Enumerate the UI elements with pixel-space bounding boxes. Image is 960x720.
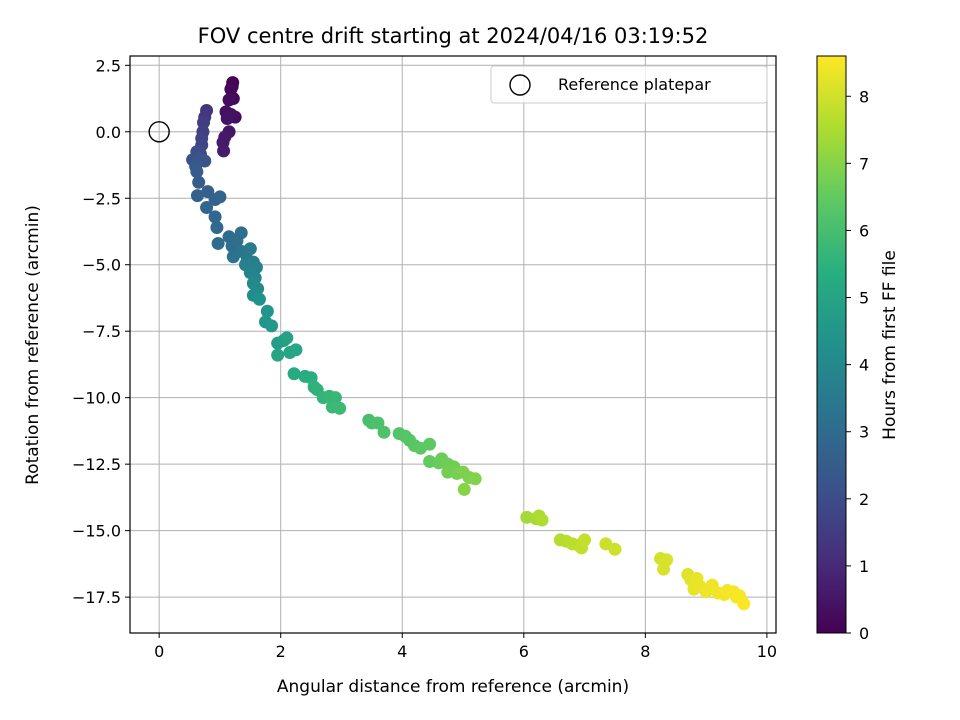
legend: Reference platepar [490, 65, 768, 104]
x-axis-label: Angular distance from reference (arcmin) [277, 677, 629, 697]
data-point [234, 226, 248, 240]
x-tick-label: 0 [154, 642, 164, 661]
x-tick-label: 6 [519, 642, 529, 661]
data-point [192, 175, 206, 189]
colorbar-tick-label: 3 [859, 423, 869, 442]
data-point [265, 319, 279, 333]
data-point [222, 93, 236, 107]
data-point [197, 115, 211, 129]
data-point [289, 343, 303, 357]
data-point [333, 401, 347, 415]
colorbar-ticks: 0 1 2 3 4 5 6 7 8 [846, 87, 869, 643]
colorbar-gradient [816, 55, 847, 634]
data-point [220, 111, 234, 125]
y-tick-label: 0.0 [96, 123, 121, 142]
data-point [457, 482, 471, 496]
legend-entry-reference-platepar: Reference platepar [558, 75, 711, 94]
data-point [208, 210, 222, 224]
data-point [217, 144, 231, 158]
x-tick-label: 8 [640, 642, 650, 661]
data-point [468, 472, 482, 486]
data-point [660, 553, 674, 567]
data-point [423, 437, 437, 451]
data-point [371, 416, 385, 430]
x-tick-label: 10 [757, 642, 777, 661]
data-point [211, 236, 225, 250]
colorbar-tick-label: 1 [859, 557, 869, 576]
colorbar-tick-label: 5 [859, 289, 869, 308]
data-point [252, 292, 266, 306]
x-tick-label: 4 [397, 642, 407, 661]
colorbar-tick-label: 8 [859, 87, 869, 106]
data-point [377, 425, 391, 439]
colorbar-tick-label: 6 [859, 221, 869, 240]
data-point [737, 597, 751, 611]
y-tick-label: −15.0 [72, 522, 121, 541]
y-tick-label: −10.0 [72, 389, 121, 408]
data-point [210, 221, 224, 235]
y-tick-label: −5.0 [82, 256, 121, 275]
data-point [608, 542, 622, 556]
colorbar: 0 1 2 3 4 5 6 7 8 Hours from first FF file [816, 55, 900, 643]
y-axis-ticks: 2.5 0.0 −2.5 −5.0 −7.5 −10.0 −12.5 −15.0 −17.5 [72, 56, 130, 607]
y-tick-label: −17.5 [72, 588, 121, 607]
y-tick-label: −2.5 [82, 189, 121, 208]
data-point [271, 348, 285, 362]
colorbar-tick-label: 0 [859, 624, 869, 643]
y-tick-label: 2.5 [96, 56, 121, 75]
data-point [243, 242, 257, 256]
data-point [260, 304, 274, 318]
data-points [186, 76, 751, 611]
y-tick-label: −12.5 [72, 455, 121, 474]
y-axis-label: Rotation from reference (arcmin) [23, 205, 43, 485]
data-point [200, 201, 214, 215]
x-axis-ticks: 0 2 4 6 8 10 [154, 633, 777, 661]
y-tick-label: −7.5 [82, 322, 121, 341]
colorbar-tick-label: 7 [859, 154, 869, 173]
reference-platepar-marker [148, 121, 170, 143]
x-tick-label: 2 [276, 642, 286, 661]
legend-reference-marker-icon [509, 74, 531, 96]
legend-box [490, 65, 768, 104]
data-point [535, 513, 549, 527]
data-point [578, 533, 592, 547]
data-point [280, 331, 294, 345]
data-point [213, 190, 227, 204]
plot-frame [129, 55, 777, 634]
data-point [190, 165, 204, 179]
data-point [287, 367, 301, 381]
data-point [190, 189, 204, 203]
chart-title: FOV centre drift starting at 2024/04/16 … [198, 24, 709, 48]
colorbar-label: Hours from first FF file [880, 250, 900, 440]
colorbar-tick-label: 2 [859, 490, 869, 509]
colorbar-tick-label: 4 [859, 356, 869, 375]
